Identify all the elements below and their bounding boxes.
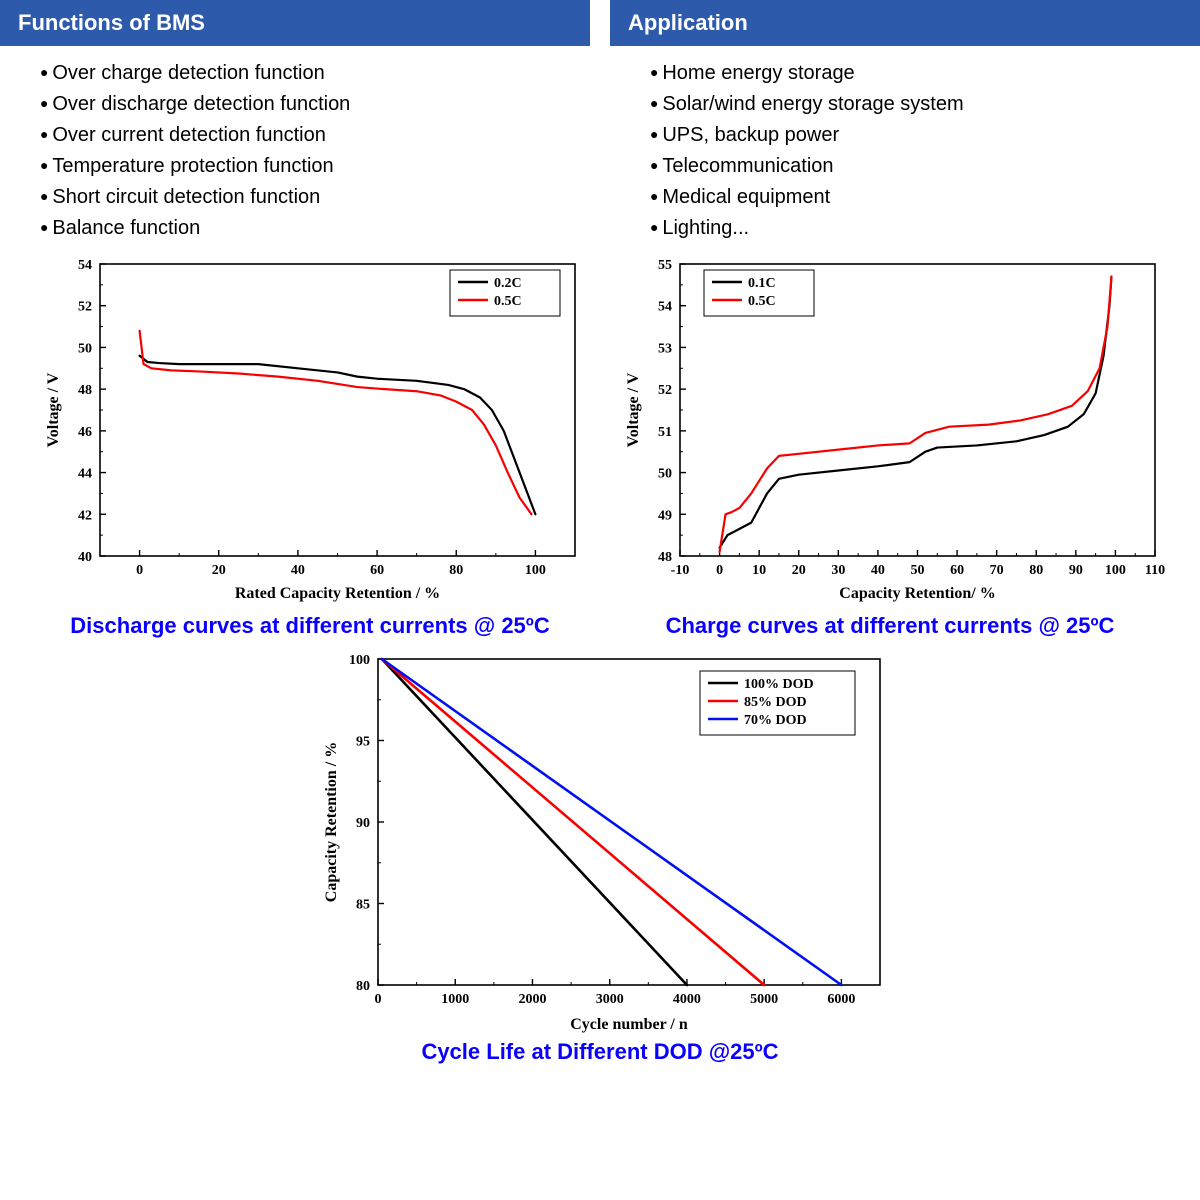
svg-text:100% DOD: 100% DOD [744, 677, 814, 692]
svg-text:80: 80 [1029, 563, 1043, 578]
svg-text:Cycle number / n: Cycle number / n [570, 1016, 688, 1033]
svg-text:10: 10 [752, 563, 766, 578]
svg-text:0.1C: 0.1C [748, 276, 776, 291]
charge-chart: -10 0 10 20 30 40 50 60 70 80 90 100 110 48 49 50 51 52 53… [610, 254, 1170, 604]
svg-text:51: 51 [658, 425, 672, 440]
svg-text:70% DOD: 70% DOD [744, 713, 807, 728]
svg-text:-10: -10 [671, 563, 690, 578]
svg-text:2000: 2000 [518, 992, 546, 1007]
svg-text:53: 53 [658, 341, 672, 356]
list-item: Home energy storage [650, 58, 1176, 89]
svg-text:0.5C: 0.5C [748, 294, 776, 309]
svg-text:49: 49 [658, 508, 672, 523]
svg-text:4000: 4000 [673, 992, 701, 1007]
list-item: Medical equipment [650, 182, 1176, 213]
discharge-chart: 0 20 40 60 80 100 40 42 44 46 48 50 52 54 Rated Capaci… [30, 254, 590, 604]
svg-text:80: 80 [356, 979, 370, 994]
list-item: UPS, backup power [650, 120, 1176, 151]
svg-text:20: 20 [212, 563, 226, 578]
svg-text:110: 110 [1145, 563, 1165, 578]
svg-text:Capacity Retention / %: Capacity Retention / % [323, 742, 340, 902]
app-column: Application Home energy storageSolar/win… [610, 0, 1200, 248]
svg-text:0: 0 [375, 992, 382, 1007]
svg-text:42: 42 [78, 508, 92, 523]
svg-text:100: 100 [349, 653, 370, 668]
svg-text:52: 52 [658, 383, 672, 398]
svg-text:46: 46 [78, 425, 92, 440]
bms-header: Functions of BMS [0, 0, 590, 46]
list-item: Lighting... [650, 213, 1176, 244]
discharge-chart-block: 0 20 40 60 80 100 40 42 44 46 48 50 52 54 Rated Capaci… [30, 254, 590, 639]
svg-text:44: 44 [78, 467, 92, 482]
svg-text:Rated Capacity Retention / %: Rated Capacity Retention / % [235, 585, 440, 602]
svg-text:20: 20 [792, 563, 806, 578]
bms-list: Over charge detection functionOver disch… [0, 46, 590, 248]
svg-text:52: 52 [78, 300, 92, 315]
charge-caption: Charge curves at different currents @ 25… [610, 613, 1170, 639]
svg-text:Capacity Retention/ %: Capacity Retention/ % [839, 585, 995, 602]
svg-text:48: 48 [78, 383, 92, 398]
svg-text:6000: 6000 [827, 992, 855, 1007]
svg-text:85: 85 [356, 898, 370, 913]
bms-column: Functions of BMS Over charge detection f… [0, 0, 590, 248]
svg-text:90: 90 [356, 816, 370, 831]
svg-text:80: 80 [449, 563, 463, 578]
list-item: Over current detection function [40, 120, 566, 151]
list-item: Solar/wind energy storage system [650, 89, 1176, 120]
svg-text:95: 95 [356, 735, 370, 750]
list-item: Balance function [40, 213, 566, 244]
svg-text:0.5C: 0.5C [494, 294, 522, 309]
svg-text:50: 50 [658, 467, 672, 482]
svg-text:90: 90 [1069, 563, 1083, 578]
svg-text:0: 0 [716, 563, 723, 578]
list-item: Telecommunication [650, 151, 1176, 182]
list-item: Temperature protection function [40, 151, 566, 182]
svg-text:48: 48 [658, 550, 672, 565]
svg-text:40: 40 [78, 550, 92, 565]
svg-text:55: 55 [658, 258, 672, 273]
svg-text:0: 0 [136, 563, 143, 578]
svg-text:1000: 1000 [441, 992, 469, 1007]
svg-text:5000: 5000 [750, 992, 778, 1007]
svg-text:100: 100 [525, 563, 546, 578]
svg-text:3000: 3000 [596, 992, 624, 1007]
svg-text:50: 50 [911, 563, 925, 578]
list-item: Over charge detection function [40, 58, 566, 89]
svg-text:40: 40 [291, 563, 305, 578]
cycle-chart: 0 1000 2000 3000 4000 5000 6000 80 85 90 95 100 Cycl… [300, 645, 900, 1035]
svg-text:60: 60 [370, 563, 384, 578]
svg-text:Voltage / V: Voltage / V [625, 372, 642, 447]
app-list: Home energy storageSolar/wind energy sto… [610, 46, 1200, 248]
svg-text:85% DOD: 85% DOD [744, 695, 807, 710]
svg-text:Voltage / V: Voltage / V [45, 372, 62, 447]
svg-text:60: 60 [950, 563, 964, 578]
cycle-caption: Cycle Life at Different DOD @25ºC [421, 1039, 778, 1065]
list-item: Short circuit detection function [40, 182, 566, 213]
discharge-caption: Discharge curves at different currents @… [30, 613, 590, 639]
svg-text:54: 54 [78, 258, 92, 273]
svg-text:70: 70 [990, 563, 1004, 578]
svg-text:40: 40 [871, 563, 885, 578]
cycle-chart-block: 0 1000 2000 3000 4000 5000 6000 80 85 90 95 100 Cycl… [0, 645, 1200, 1065]
svg-text:54: 54 [658, 300, 672, 315]
charge-chart-block: -10 0 10 20 30 40 50 60 70 80 90 100 110 48 49 50 51 52 53… [610, 254, 1170, 639]
app-header: Application [610, 0, 1200, 46]
svg-text:50: 50 [78, 341, 92, 356]
svg-text:30: 30 [831, 563, 845, 578]
list-item: Over discharge detection function [40, 89, 566, 120]
svg-text:100: 100 [1105, 563, 1126, 578]
svg-text:0.2C: 0.2C [494, 276, 522, 291]
